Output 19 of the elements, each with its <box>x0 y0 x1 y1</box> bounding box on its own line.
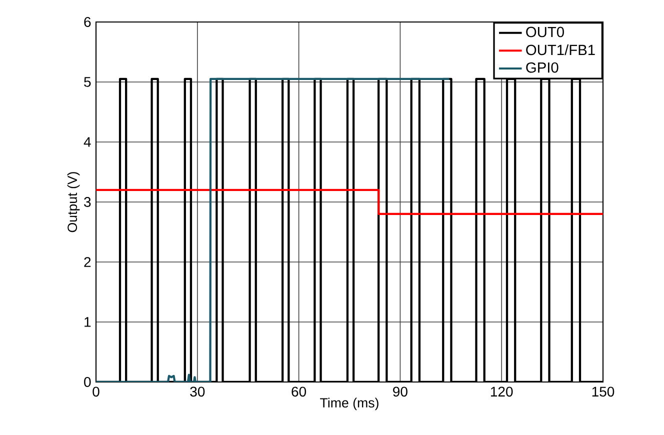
x-tick-label: 30 <box>190 386 205 397</box>
y-tick-label: 1 <box>84 317 91 327</box>
y-tick-label: 3 <box>84 197 91 207</box>
x-tick-label: 120 <box>490 386 513 397</box>
legend-label: GPI0 <box>526 62 558 73</box>
y-tick-label: 2 <box>84 257 91 267</box>
y-axis-title: Output (V) <box>67 172 80 232</box>
legend-label: OUT0 <box>526 26 564 38</box>
x-tick-label: 90 <box>393 386 408 397</box>
x-axis-title: Time (ms) <box>320 398 378 410</box>
y-tick-label: 0 <box>84 377 91 387</box>
x-tick-label: 150 <box>592 386 614 397</box>
y-tick-label: 4 <box>84 137 91 147</box>
x-tick-label: 60 <box>292 386 306 397</box>
x-tick-label: 0 <box>92 386 100 397</box>
y-tick-label: 5 <box>84 77 91 87</box>
y-tick-label: 6 <box>84 17 91 27</box>
legend-label: OUT1/FB1 <box>526 44 595 56</box>
line-series <box>96 78 450 382</box>
